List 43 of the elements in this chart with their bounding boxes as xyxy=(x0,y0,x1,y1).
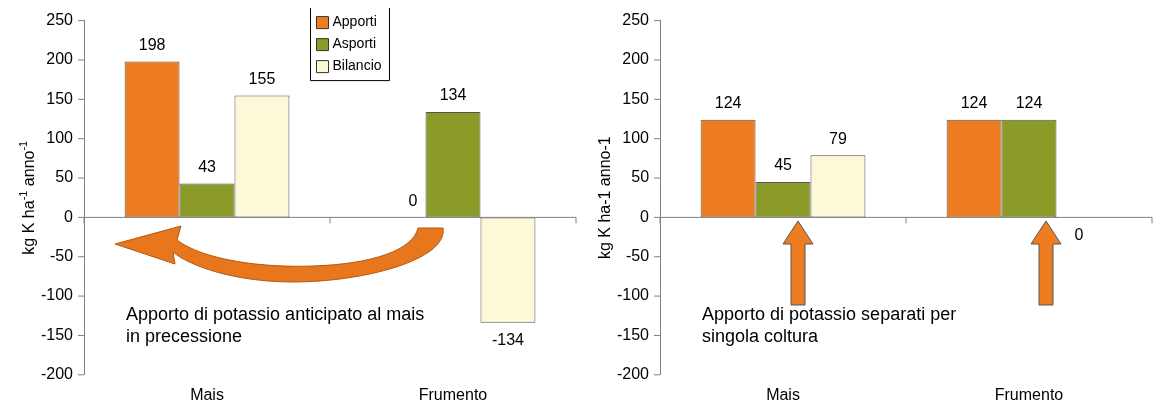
y-tick-label: 200 xyxy=(46,50,74,68)
legend-label: Apporti xyxy=(332,13,377,30)
y-tick-label: 150 xyxy=(622,89,650,107)
y-tick-label: 150 xyxy=(46,89,74,107)
y-tick-label: 200 xyxy=(622,50,650,68)
y-tick-label: -200 xyxy=(40,365,74,383)
y-tick-label: -50 xyxy=(625,247,650,265)
data-label: 155 xyxy=(248,69,276,87)
y-tick-label: -150 xyxy=(40,325,74,343)
y-axis-title: kg K ha-1 anno-1 xyxy=(596,136,614,260)
x-tick-label: Mais xyxy=(190,385,224,403)
y-tick-label: 250 xyxy=(46,11,74,29)
y-tick-label: -50 xyxy=(49,247,74,265)
annotation: 0 xyxy=(1074,225,1084,243)
y-tick-label: -150 xyxy=(616,325,650,343)
data-label: 43 xyxy=(198,157,217,175)
annotation: Apporto di potassio separati per singola coltura xyxy=(702,303,957,346)
data-label: 124 xyxy=(1015,94,1043,112)
data-label: 79 xyxy=(829,129,847,147)
y-tick-label: 0 xyxy=(64,207,74,225)
x-tick-label: Mais xyxy=(766,385,800,403)
y-tick-label: -100 xyxy=(40,286,74,304)
y-tick-label: 50 xyxy=(55,168,74,186)
data-label: 45 xyxy=(774,156,793,174)
annotation: 0 xyxy=(408,191,418,209)
y-tick-label: 100 xyxy=(46,129,74,147)
y-tick-label: -100 xyxy=(616,286,650,304)
legend-label: Asporti xyxy=(332,35,377,52)
data-label: 124 xyxy=(960,94,988,112)
y-tick-label: 100 xyxy=(622,129,650,147)
data-label: -134 xyxy=(491,331,525,349)
data-label: 198 xyxy=(138,35,166,53)
y-tick-label: 250 xyxy=(622,11,650,29)
y-tick-label: 50 xyxy=(631,168,650,186)
data-label: 124 xyxy=(714,94,742,112)
legend-label: Bilancio xyxy=(332,57,382,74)
y-tick-label: -200 xyxy=(616,365,650,383)
x-tick-label: Frumento xyxy=(418,385,488,403)
y-tick-label: 0 xyxy=(640,207,650,225)
annotation: Apporto di potassio anticipato al mais in precessione xyxy=(126,303,425,346)
data-label: 134 xyxy=(439,86,467,104)
x-tick-label: Frumento xyxy=(994,385,1064,403)
y-axis-title: kg K ha-1 anno-1 xyxy=(17,140,38,255)
